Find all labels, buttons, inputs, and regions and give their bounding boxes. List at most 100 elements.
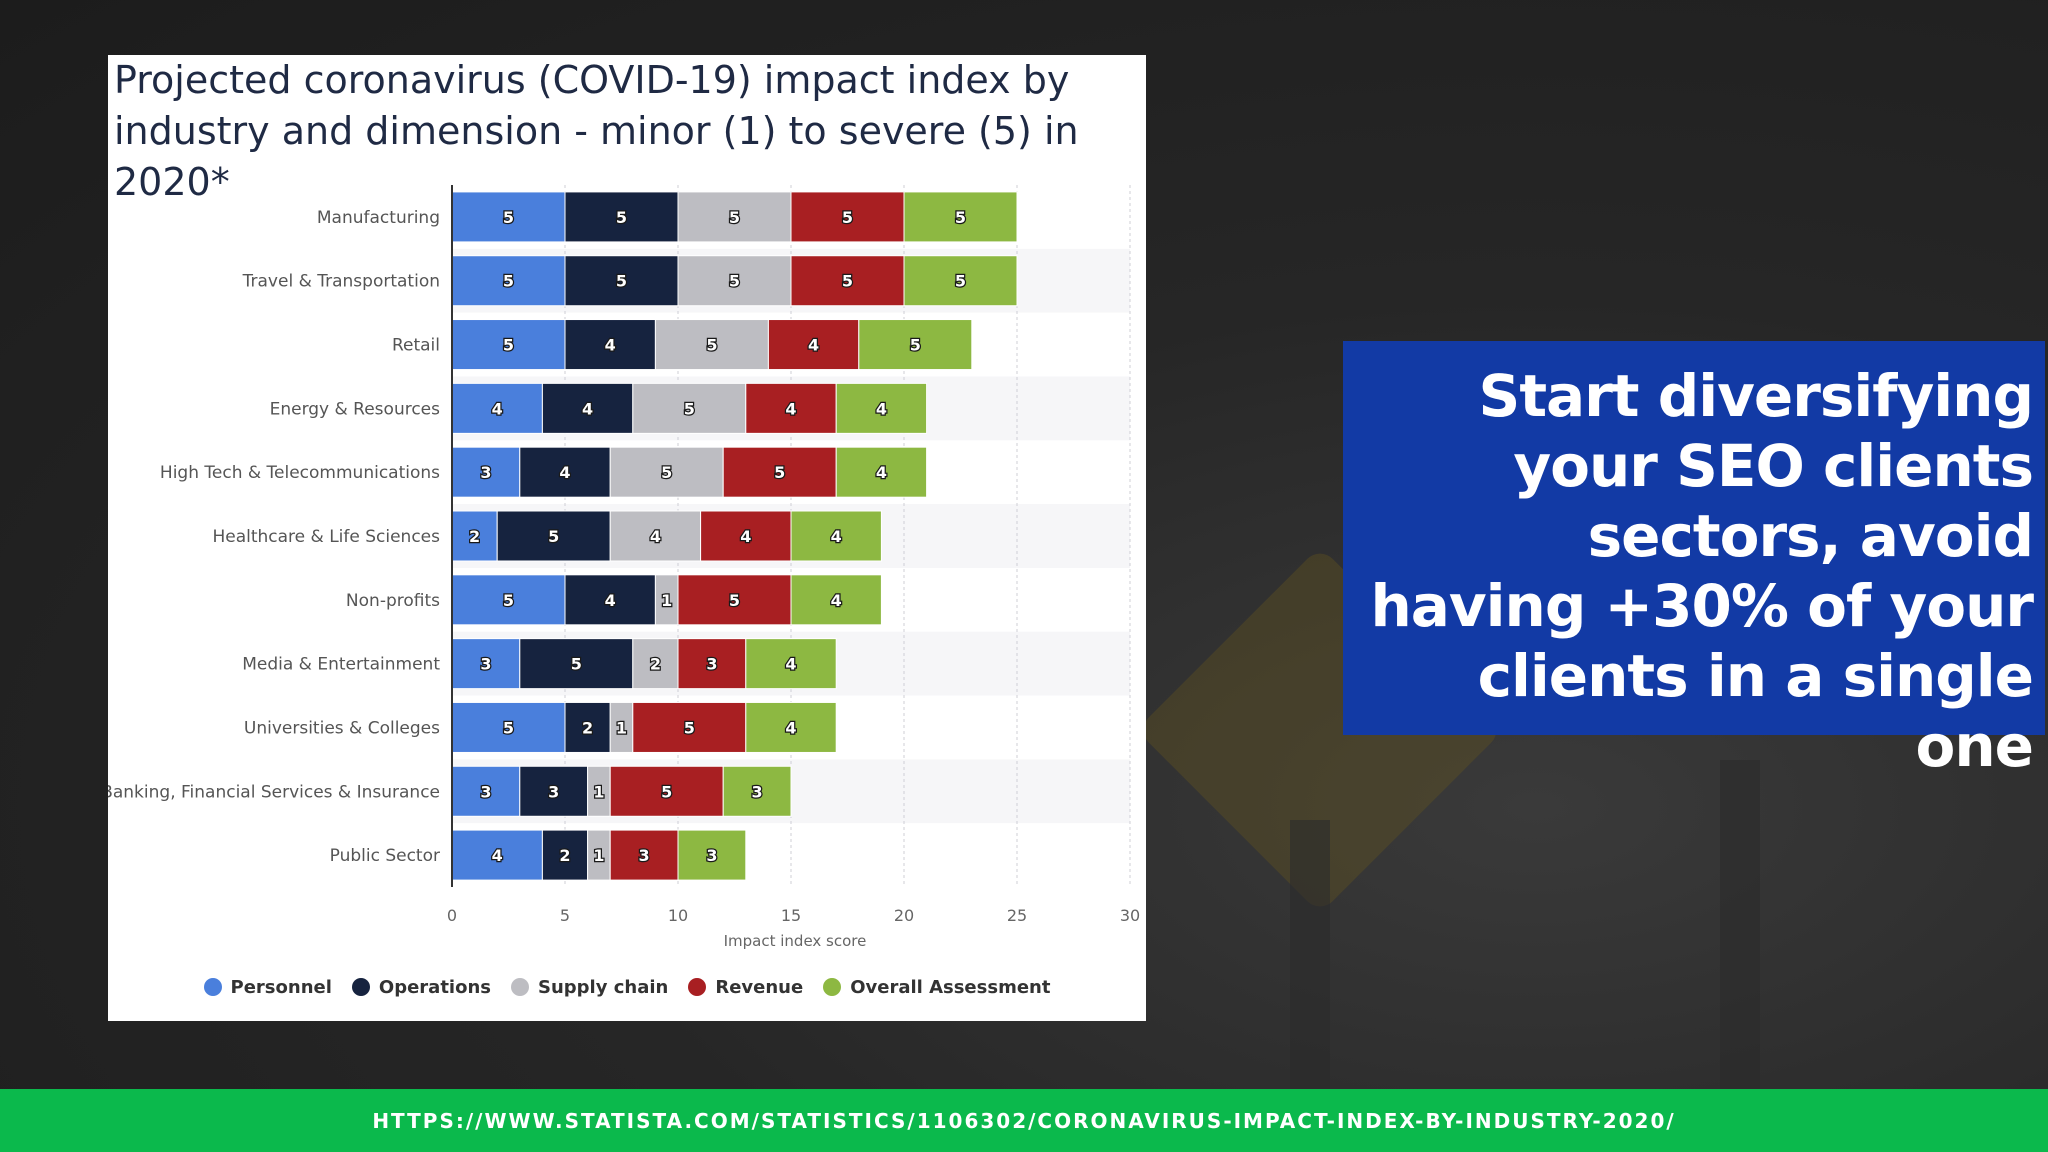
category-label: Retail	[392, 336, 440, 356]
data-label: 5	[503, 208, 514, 227]
bar-segment	[654, 319, 769, 371]
category-label: Healthcare & Life Sciences	[212, 527, 440, 547]
chart-plot: Manufacturing 5 5 5 5 5 Travel & Transportatio…	[108, 185, 1140, 950]
bar-segment	[609, 510, 702, 562]
bar-segment	[564, 319, 656, 371]
data-label: 4	[785, 655, 796, 674]
bar-segment	[632, 701, 747, 753]
data-label: 5	[503, 336, 514, 355]
legend-label: Overall Assessment	[850, 976, 1051, 998]
bar-segment	[722, 765, 792, 817]
legend-item[interactable]: Revenue	[688, 977, 803, 998]
data-label: 5	[503, 718, 514, 737]
chart-legend: Personnel Operations Supply chain Revenue Ov…	[108, 972, 1146, 1002]
x-tick-label: 25	[1007, 906, 1027, 925]
bar-segment	[632, 638, 679, 690]
data-label: 4	[785, 718, 796, 737]
bar-segment	[451, 829, 543, 881]
bar-segment	[451, 191, 566, 243]
legend-label: Supply chain	[538, 976, 669, 998]
bar-segment	[451, 382, 543, 434]
bar-segment	[564, 191, 679, 243]
callout-box: Start diversifying your SEO clients sect…	[1343, 341, 2045, 780]
bar-segment	[677, 638, 747, 690]
data-label: 5	[842, 272, 853, 291]
bar-segment	[451, 701, 566, 753]
bar-segment	[451, 446, 521, 498]
category-label: Travel & Transportation	[242, 272, 440, 292]
bar-segment	[496, 510, 611, 562]
data-label: 4	[876, 399, 887, 418]
data-label: 3	[706, 846, 717, 865]
legend-item[interactable]: Operations	[351, 976, 491, 998]
data-label: 5	[729, 591, 740, 610]
category-label: Non-profits	[346, 591, 440, 611]
legend-label: Revenue	[715, 976, 804, 998]
x-tick-label: 30	[1120, 906, 1140, 925]
data-label: 1	[593, 846, 604, 865]
data-label: 5	[684, 718, 695, 737]
bar-segment	[700, 510, 792, 562]
background-sign-post	[1720, 760, 1760, 1090]
legend-item[interactable]: Personnel	[203, 976, 332, 998]
bar-segment	[745, 701, 837, 753]
chart-card: Manufacturing 5 5 5 5 5 Travel & Transportatio…	[108, 55, 1146, 1021]
data-label: 2	[650, 655, 661, 674]
data-label: 5	[955, 208, 966, 227]
data-label: 5	[684, 399, 695, 418]
bar-segment	[609, 765, 724, 817]
data-label: 5	[910, 336, 921, 355]
data-label: 2	[469, 527, 480, 546]
legend-swatch	[351, 978, 370, 996]
bar-segment	[790, 191, 905, 243]
data-label: 3	[752, 782, 763, 801]
data-label: 4	[559, 463, 570, 482]
data-label: 3	[480, 782, 491, 801]
bar-segment	[451, 510, 498, 562]
bar-segment	[677, 829, 747, 881]
data-label: 5	[503, 591, 514, 610]
x-tick-label: 10	[668, 906, 688, 925]
bar-segment	[858, 319, 973, 371]
source-url-link[interactable]: HTTPS://WWW.STATISTA.COM/STATISTICS/1106…	[372, 1108, 1676, 1133]
data-label: 5	[729, 208, 740, 227]
bar-segment	[609, 829, 679, 881]
legend-label: Operations	[378, 976, 491, 998]
data-label: 3	[548, 782, 559, 801]
data-label: 5	[571, 655, 582, 674]
bar-segment	[564, 701, 611, 753]
data-label: 5	[842, 208, 853, 227]
category-label: Universities & Colleges	[244, 718, 440, 738]
bar-segment	[519, 638, 634, 690]
data-label: 3	[480, 463, 491, 482]
legend-item[interactable]: Overall Assessment	[823, 977, 1050, 998]
bar-segment	[451, 765, 521, 817]
bar-segment	[722, 446, 837, 498]
bar-segment	[835, 446, 928, 498]
category-label: Banking, Financial Services & Insurance	[108, 782, 440, 802]
data-label: 3	[706, 655, 717, 674]
category-label: Energy & Resources	[270, 399, 441, 419]
callout-text: Start diversifying your SEO clients sect…	[1370, 362, 2034, 780]
data-label: 4	[492, 846, 503, 865]
legend-item[interactable]: Supply chain	[511, 977, 668, 998]
data-label: 5	[955, 272, 966, 291]
category-label: High Tech & Telecommunications	[160, 463, 440, 483]
data-label: 4	[605, 336, 616, 355]
data-label: 1	[593, 782, 604, 801]
data-label: 5	[548, 527, 559, 546]
x-tick-label: 20	[894, 906, 914, 925]
bar-segment	[519, 765, 589, 817]
category-label: Media & Entertainment	[242, 655, 440, 675]
bar-segment	[790, 510, 882, 562]
data-label: 5	[503, 272, 514, 291]
legend-label: Personnel	[230, 976, 332, 998]
x-tick-label: 15	[781, 906, 801, 925]
data-label: 4	[831, 591, 842, 610]
bar-segment	[903, 255, 1018, 307]
data-label: 4	[605, 591, 616, 610]
bar-segment	[677, 255, 792, 307]
data-label: 5	[706, 336, 717, 355]
footer-bar: HTTPS://WWW.STATISTA.COM/STATISTICS/1106…	[0, 1089, 2048, 1152]
x-tick-label: 0	[447, 906, 457, 925]
